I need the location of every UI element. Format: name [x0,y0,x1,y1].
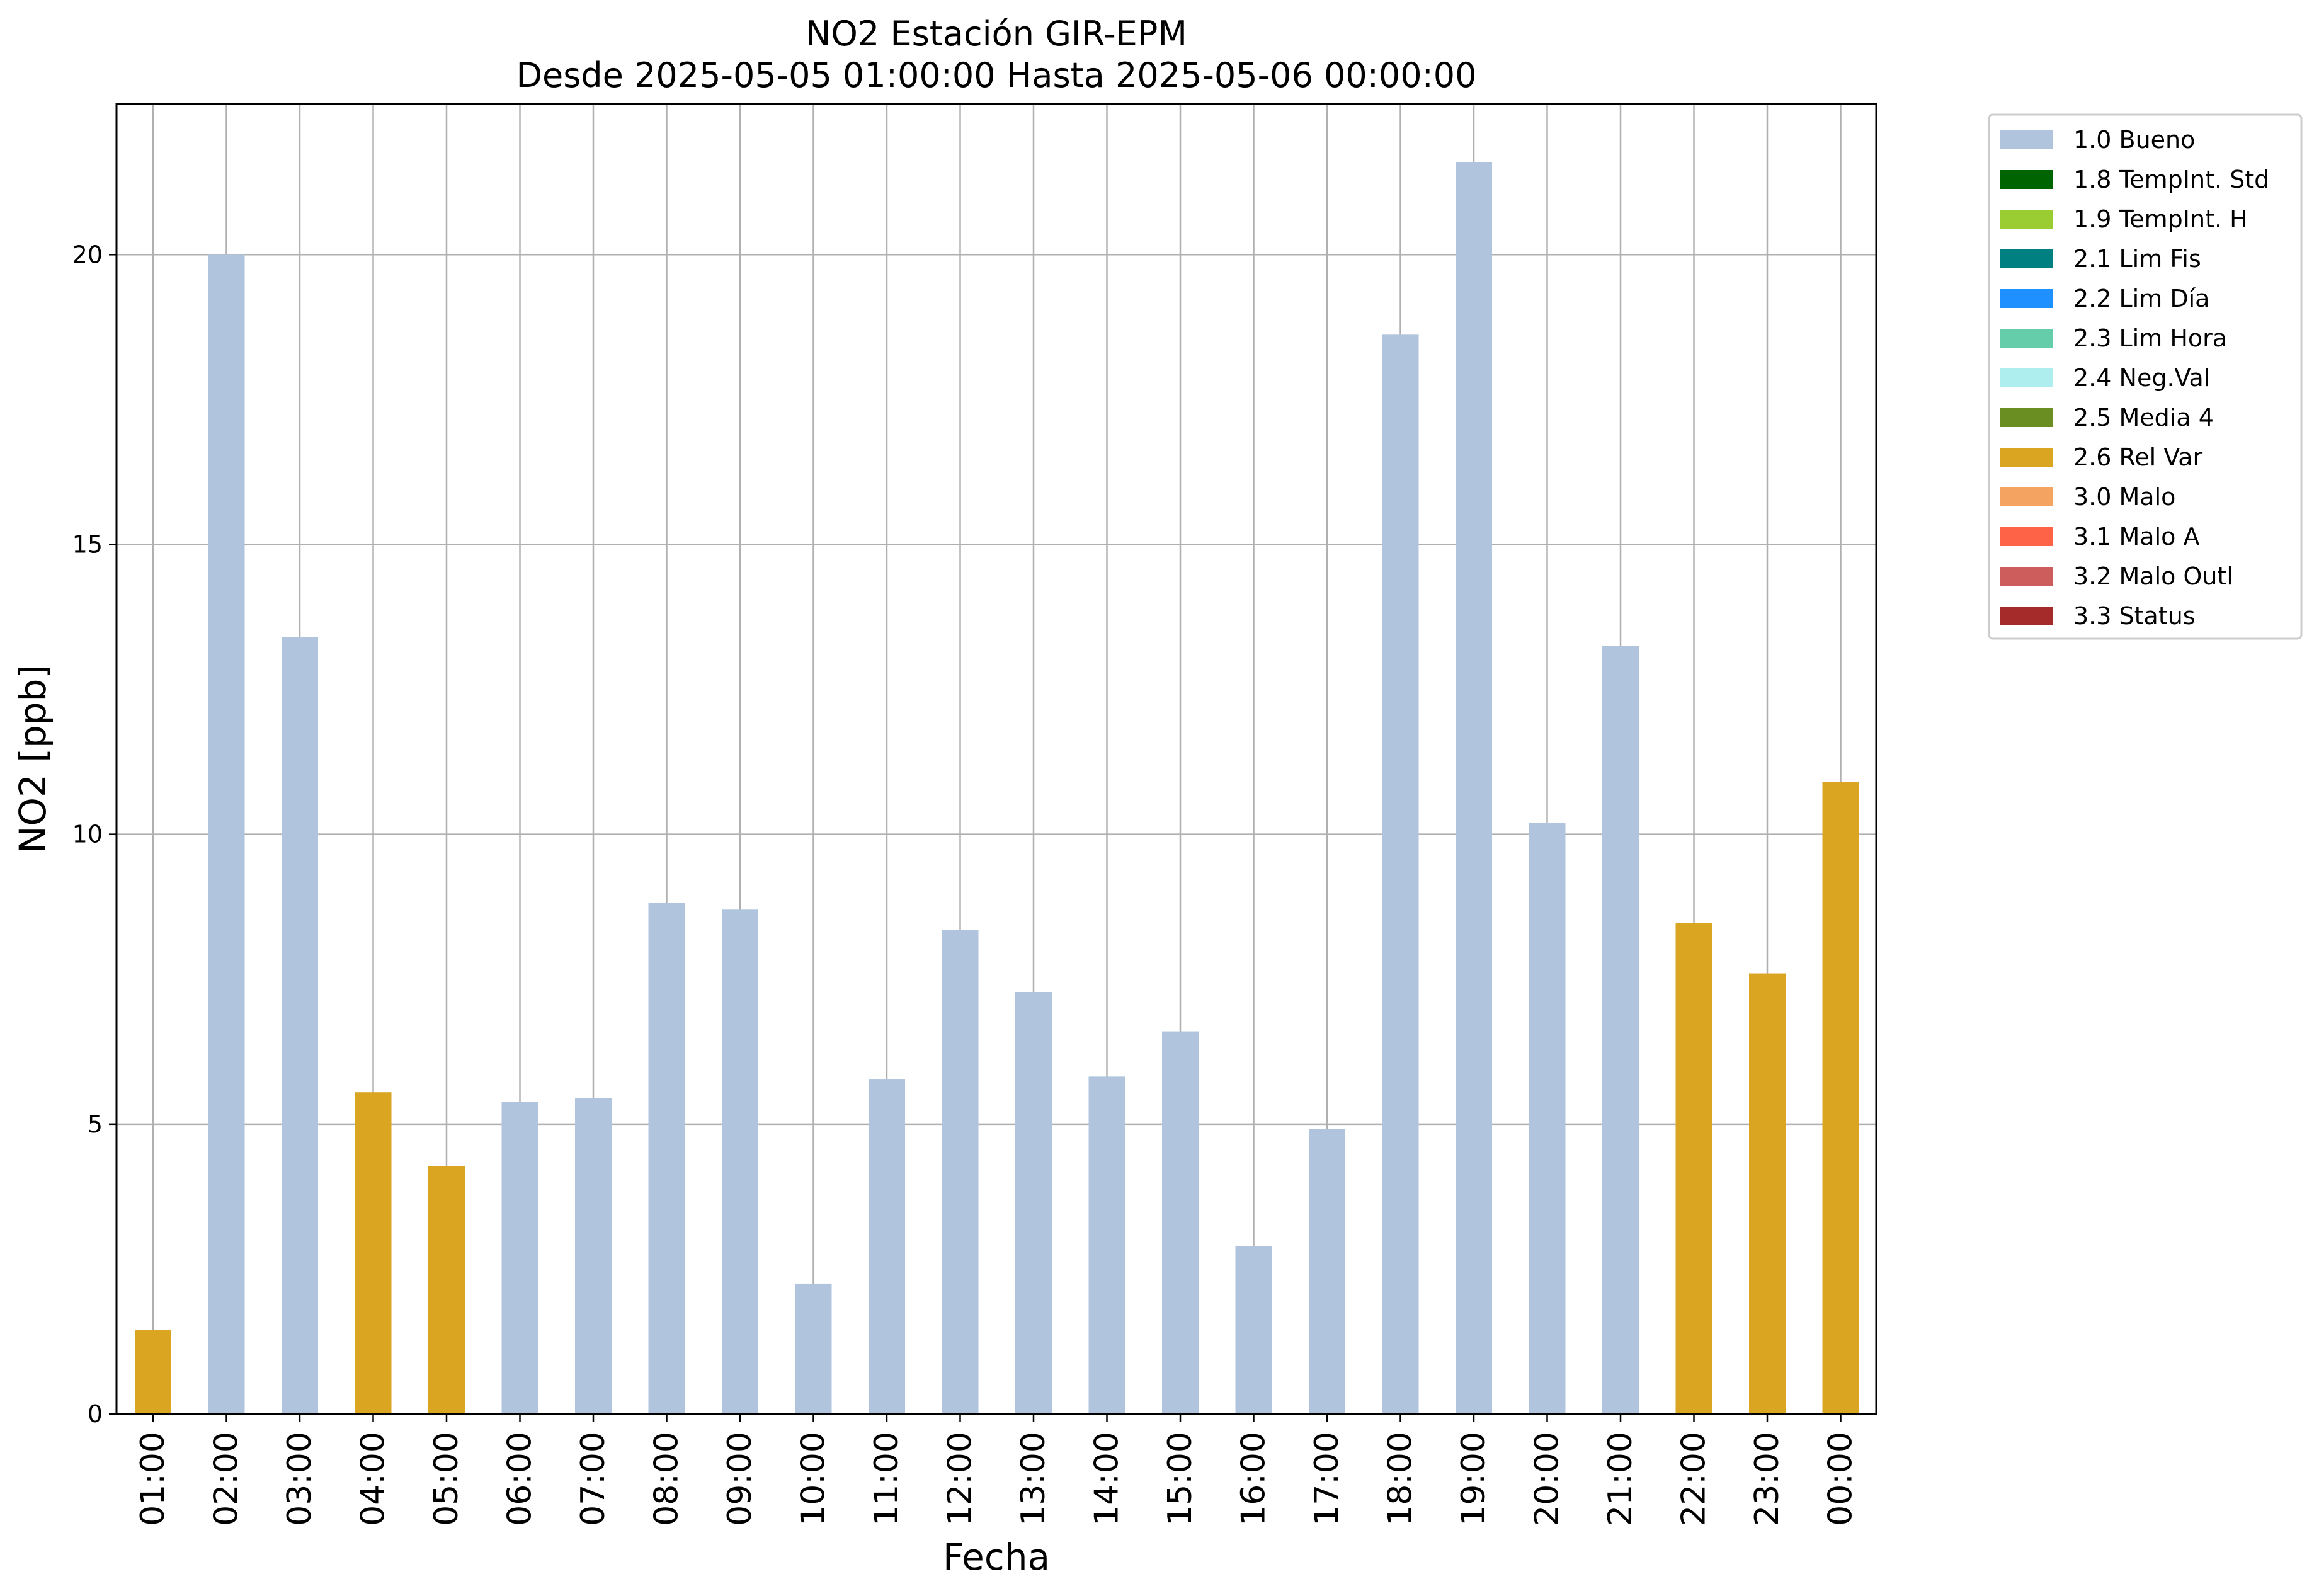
y-tick-label: 15 [72,530,103,558]
bar-02:00 [208,254,245,1415]
legend-swatch [2000,289,2053,308]
chart-subtitle: Desde 2025-05-05 01:00:00 Hasta 2025-05-… [516,55,1476,95]
x-axis-ticks: 01:00 02:00 03:00 04:00 05:00 06:00 07:00 08:00… [134,1414,1860,1526]
legend-label: 1.8 TempInt. Std [2073,166,2269,193]
legend-label: 1.9 TempInt. H [2073,205,2248,233]
x-tick-label: 20:00 [1529,1432,1566,1526]
x-tick-label: 12:00 [942,1432,979,1526]
bar-03:00 [282,637,318,1415]
legend-label: 2.5 Media 4 [2073,404,2214,431]
bar-07:00 [575,1098,612,1414]
x-tick-label: 07:00 [574,1432,612,1526]
x-tick-label: 10:00 [795,1432,833,1526]
x-tick-label: 13:00 [1015,1432,1052,1526]
legend-label: 3.3 Status [2073,602,2196,630]
x-tick-label: 21:00 [1602,1432,1639,1526]
x-tick-label: 19:00 [1455,1432,1493,1526]
x-tick-label: 09:00 [721,1432,759,1526]
chart-title: NO2 Estación GIR-EPM [806,14,1187,54]
bar-23:00 [1749,973,1786,1414]
legend-swatch [2000,170,2053,189]
bar-11:00 [869,1079,905,1414]
bar-08:00 [648,903,685,1414]
legend-label: 3.2 Malo Outl [2073,562,2233,590]
legend-label: 2.3 Lim Hora [2073,324,2227,352]
bars [135,162,1859,1415]
bar-01:00 [135,1330,171,1414]
legend-swatch [2000,408,2053,427]
y-axis-label: NO2 [ppb] [11,664,54,853]
bar-05:00 [428,1166,465,1414]
bar-18:00 [1382,334,1419,1414]
legend-label: 2.6 Rel Var [2073,443,2203,471]
x-tick-label: 01:00 [134,1432,172,1526]
legend-swatch [2000,329,2053,348]
legend-label: 2.2 Lim Día [2073,285,2209,312]
x-tick-label: 11:00 [868,1432,906,1526]
x-tick-label: 08:00 [648,1432,686,1526]
legend-swatch [2000,448,2053,467]
bar-22:00 [1675,923,1712,1414]
bar-14:00 [1088,1076,1125,1414]
y-tick-label: 10 [72,821,103,848]
legend: 1.0 Bueno 1.8 TempInt. Std 1.9 TempInt. H 2… [1988,113,2303,640]
legend-label: 3.0 Malo [2073,483,2175,511]
x-tick-label: 14:00 [1088,1432,1126,1526]
x-tick-label: 15:00 [1161,1432,1199,1526]
legend-swatch [2000,368,2053,387]
bar-16:00 [1235,1246,1272,1414]
bar-12:00 [942,930,979,1414]
legend-swatch [2000,487,2053,506]
legend-swatch [2000,130,2053,149]
bar-13:00 [1015,991,1052,1414]
y-tick-label: 20 [72,241,103,268]
bar-10:00 [795,1283,832,1414]
legend-label: 1.0 Bueno [2073,126,2195,154]
bar-09:00 [722,909,758,1414]
legend-swatch [2000,527,2053,546]
x-tick-label: 18:00 [1382,1432,1420,1526]
y-axis-ticks: 0 5 10 15 20 [72,241,117,1428]
y-tick-label: 5 [88,1110,103,1138]
legend-swatch [2000,249,2053,268]
x-tick-label: 22:00 [1675,1432,1713,1526]
plot-area-frame [115,103,1877,1415]
bar-15:00 [1162,1031,1199,1414]
bar-17:00 [1309,1129,1345,1414]
bar-20:00 [1529,823,1566,1414]
x-tick-label: 23:00 [1748,1432,1786,1526]
x-tick-label: 17:00 [1308,1432,1346,1526]
legend-box [1988,113,2303,640]
bar-00:00 [1822,782,1859,1414]
x-tick-label: 04:00 [355,1432,392,1526]
legend-label: 3.1 Malo A [2073,523,2199,550]
x-tick-label: 16:00 [1235,1432,1273,1526]
y-tick-label: 0 [88,1400,103,1428]
bar-21:00 [1602,646,1639,1414]
legend-swatch [2000,567,2053,586]
x-tick-label: 03:00 [281,1432,319,1526]
bar-19:00 [1456,162,1492,1414]
x-axis-label: Fecha [943,1536,1050,1578]
x-tick-label: 00:00 [1822,1432,1860,1526]
legend-swatch [2000,210,2053,229]
legend-label: 2.1 Lim Fis [2073,245,2201,273]
bar-06:00 [501,1102,538,1414]
x-tick-label: 02:00 [208,1432,246,1526]
bar-04:00 [355,1092,392,1414]
legend-label: 2.4 Neg.Val [2073,364,2210,392]
legend-swatch [2000,607,2053,625]
x-tick-label: 05:00 [428,1432,465,1526]
x-tick-label: 06:00 [501,1432,539,1526]
